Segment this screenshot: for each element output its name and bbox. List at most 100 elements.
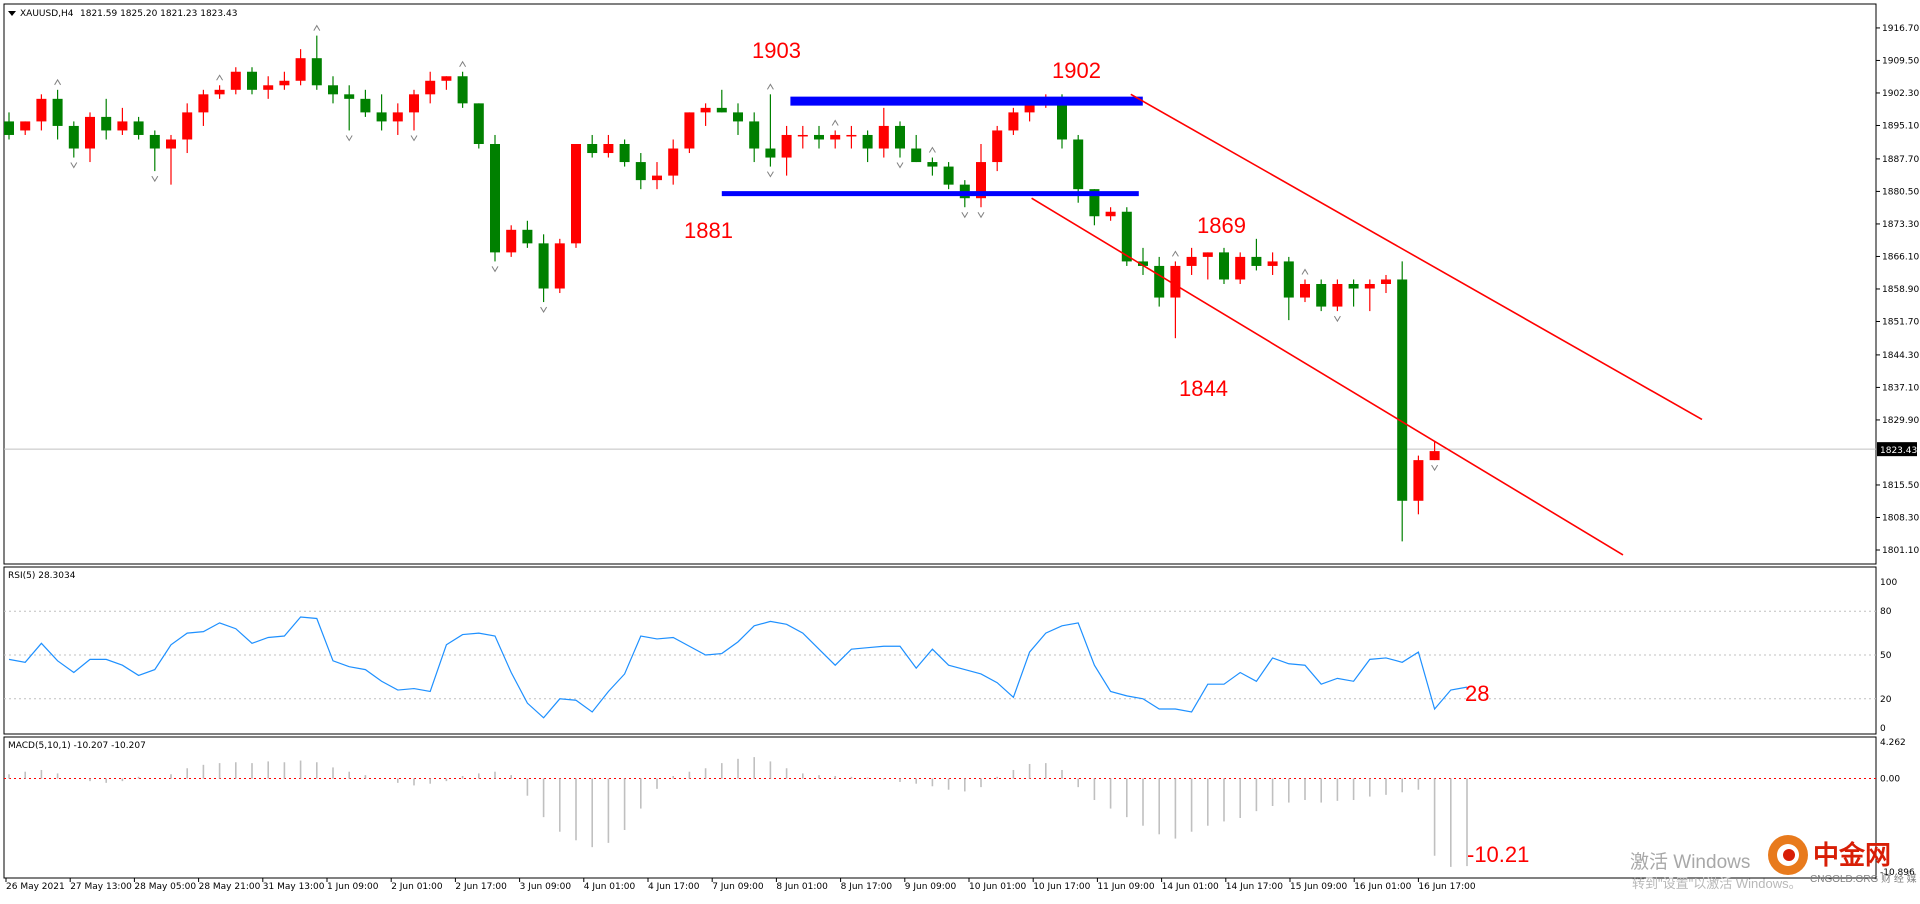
candle-body — [1121, 211, 1132, 262]
time-tick-label: 1 Jun 09:00 — [327, 882, 379, 892]
candle-body — [311, 58, 322, 86]
price-tick-label: 1837.10 — [1882, 383, 1919, 393]
candle-body — [587, 144, 598, 154]
candle-body — [166, 139, 176, 149]
candle-body — [652, 175, 662, 181]
channel-upper-line — [1130, 93, 1703, 421]
fractal-down-icon — [540, 306, 548, 314]
macd-title-label: MACD(5,10,1) -10.207 -10.207 — [8, 741, 146, 751]
candle-body — [716, 107, 727, 113]
candle-body — [214, 89, 225, 95]
time-tick-label: 31 May 13:00 — [263, 882, 325, 892]
chart-menu-arrow-icon[interactable] — [8, 11, 16, 16]
candle-body — [781, 134, 792, 158]
candle-body — [846, 134, 857, 137]
price-tick-label: 1916.70 — [1882, 24, 1919, 34]
candle-body — [765, 148, 776, 158]
fractal-down-icon — [151, 175, 159, 183]
candle-body — [1429, 451, 1440, 461]
price-tick-label: 1801.10 — [1882, 546, 1919, 556]
fractal-up-icon — [54, 78, 62, 86]
chart-symbol-label: XAUUSD,H4 — [20, 9, 74, 19]
panel-frames — [3, 3, 1877, 879]
candle-body — [392, 112, 403, 122]
fractal-up-icon — [928, 146, 936, 153]
macd-value-annotation: -10.21 — [1467, 842, 1529, 867]
time-tick-label: 16 Jun 17:00 — [1418, 882, 1475, 892]
candle-body — [1348, 284, 1359, 289]
price-tick-label: 1873.30 — [1882, 220, 1919, 230]
candle-body — [976, 162, 986, 199]
fractal-down-icon — [491, 266, 499, 273]
candle-body — [1316, 284, 1327, 307]
candle-body — [830, 134, 841, 140]
candle-body — [506, 229, 517, 253]
candle-body — [328, 85, 338, 95]
price-tick-label: 1866.10 — [1882, 252, 1919, 262]
price-annotation-label: 1881 — [684, 218, 733, 243]
fractal-down-icon — [345, 135, 353, 142]
time-tick-label: 4 Jun 01:00 — [584, 882, 636, 892]
macd-tick-label: 0.00 — [1880, 775, 1900, 785]
rsi-group: 100 80 50 20 0 28 — [4, 578, 1897, 734]
fractal-up-icon — [1171, 250, 1179, 257]
time-tick-label: 10 Jun 17:00 — [1033, 882, 1090, 892]
candle-body — [862, 134, 873, 149]
rsi-tick-label: 100 — [1880, 578, 1897, 588]
rsi-title-label: RSI(5) 28.3034 — [8, 571, 76, 581]
price-tick-label: 1858.90 — [1882, 285, 1919, 295]
fractal-down-icon — [961, 211, 969, 219]
windows-activation-subtext: 转到"设置"以激活 Windows。 — [1632, 876, 1802, 891]
candle-body — [457, 76, 468, 104]
candle-body — [376, 112, 387, 122]
candle-body — [1364, 284, 1375, 289]
price-axis: 1916.70 1909.50 1902.30 1895.10 1887.70 1880.… — [1876, 24, 1919, 556]
candle-body — [1154, 265, 1165, 298]
candle-body — [182, 112, 193, 140]
cngold-logo-text: 中金网 — [1813, 840, 1891, 870]
candle-body — [1267, 261, 1278, 266]
candle-body — [473, 103, 484, 144]
overlays-group: 1903 1902 1881 1869 1844 — [684, 38, 1703, 556]
candle-body — [1138, 261, 1148, 266]
candle-body — [279, 80, 290, 86]
price-annotation-label: 1869 — [1197, 213, 1246, 238]
candle-body — [1300, 284, 1310, 298]
time-tick-label: 2 Jun 01:00 — [391, 882, 443, 892]
fractal-up-icon — [216, 74, 224, 81]
candle-body — [295, 58, 306, 81]
current-price-tag — [1877, 442, 1917, 457]
time-tick-label: 3 Jun 09:00 — [520, 882, 572, 892]
candle-body — [878, 125, 889, 149]
candle-body — [409, 94, 419, 113]
time-tick-label: 8 Jun 17:00 — [841, 882, 893, 892]
time-tick-label: 14 Jun 17:00 — [1226, 882, 1283, 892]
candle-body — [1202, 252, 1213, 257]
candle-body — [149, 134, 160, 149]
time-tick-label: 9 Jun 09:00 — [905, 882, 957, 892]
candle-body — [1381, 279, 1391, 284]
fractal-up-icon — [459, 60, 467, 67]
fractal-up-icon — [1301, 268, 1309, 275]
price-tick-label: 1887.70 — [1882, 155, 1919, 165]
time-tick-label: 10 Jun 01:00 — [969, 882, 1026, 892]
price-annotation-label: 1844 — [1179, 376, 1228, 401]
candle-body — [263, 85, 274, 90]
candle-body — [992, 130, 1003, 163]
cngold-logo-subtext: CNGOLD.ORG 财 经 媒 体 — [1810, 872, 1920, 885]
macd-tick-label: 4.262 — [1880, 738, 1906, 748]
candle-body — [198, 94, 209, 113]
candle-body — [911, 148, 922, 163]
rsi-value-annotation: 28 — [1465, 681, 1489, 706]
candle-body — [554, 243, 565, 289]
candle-body — [441, 76, 452, 81]
candle-body — [20, 121, 31, 131]
candle-body — [85, 116, 95, 149]
current-price-label: 1823.43 — [1880, 446, 1917, 456]
time-tick-label: 4 Jun 17:00 — [648, 882, 700, 892]
candle-body — [895, 125, 905, 149]
candle-body — [797, 134, 808, 137]
rsi-line — [8, 616, 1468, 719]
